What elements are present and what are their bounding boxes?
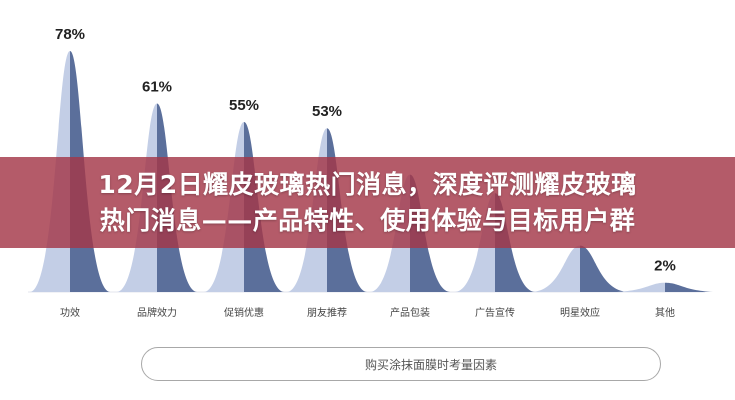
category-label: 广告宣传 <box>475 306 515 319</box>
x-axis-title: 购买涂抹面膜时考量因素 <box>364 357 497 372</box>
data-label: 55% <box>229 97 259 114</box>
category-label: 产品包装 <box>390 306 430 319</box>
category-label: 其他 <box>655 306 675 319</box>
x-axis-title-box: 购买涂抹面膜时考量因素 <box>141 347 661 381</box>
banner-line-1: 12月2日耀皮玻璃热门消息，深度评测耀皮玻璃 <box>98 169 637 199</box>
title-banner: 12月2日耀皮玻璃热门消息，深度评测耀皮玻璃 热门消息——产品特性、使用体验与目… <box>0 157 735 248</box>
category-label: 促销优惠 <box>224 306 264 319</box>
peak-dark-6 <box>580 245 628 292</box>
category-label: 功效 <box>60 306 80 319</box>
category-label: 明星效应 <box>560 306 600 319</box>
category-label: 品牌效力 <box>137 306 177 319</box>
peak-light-7 <box>617 282 665 292</box>
data-label: 53% <box>312 103 342 120</box>
data-label: 78% <box>55 26 85 43</box>
peak-light-6 <box>532 245 580 292</box>
data-label: 61% <box>142 79 172 96</box>
peak-dark-7 <box>665 282 713 292</box>
category-label: 朋友推荐 <box>307 306 347 319</box>
data-label: 2% <box>654 258 676 275</box>
banner-line-2: 热门消息——产品特性、使用体验与目标用户群 <box>99 205 636 235</box>
